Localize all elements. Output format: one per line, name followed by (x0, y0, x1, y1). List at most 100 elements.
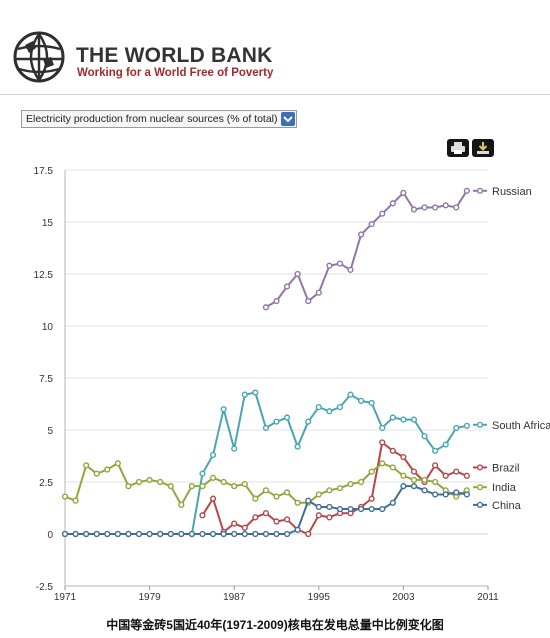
data-point (125, 483, 132, 490)
x-tick-label: 2011 (477, 592, 499, 603)
download-button[interactable] (472, 139, 494, 157)
data-point (135, 530, 143, 538)
data-point (231, 530, 238, 538)
data-point (453, 204, 460, 211)
data-point (72, 530, 79, 538)
data-point (294, 499, 301, 506)
data-point (347, 391, 354, 398)
data-point (421, 204, 428, 211)
data-point (442, 491, 449, 498)
legend-marker (476, 187, 484, 194)
data-point (389, 447, 396, 454)
data-point (157, 478, 164, 486)
data-point (241, 524, 248, 531)
data-point (93, 470, 100, 477)
data-point (61, 530, 69, 538)
data-point (358, 478, 365, 486)
chevron-down-icon[interactable] (281, 112, 295, 126)
data-point (336, 505, 344, 513)
data-point (400, 472, 407, 479)
data-point (83, 462, 90, 469)
data-point (326, 503, 333, 511)
data-point (368, 468, 375, 475)
data-point (135, 478, 143, 486)
y-tick-label: 5 (47, 426, 53, 437)
data-point (209, 495, 217, 502)
data-point (315, 491, 322, 498)
data-point (262, 510, 270, 517)
data-point (389, 414, 396, 421)
series-line (64, 462, 468, 506)
data-point (167, 483, 174, 490)
data-point (326, 262, 333, 269)
legend-item: China (473, 500, 522, 512)
legend-item: Russian (473, 186, 532, 198)
data-point (209, 530, 217, 538)
data-point (379, 424, 386, 432)
data-point (336, 404, 344, 411)
world-bank-globe-logo (13, 31, 65, 83)
data-point (453, 468, 460, 475)
data-point (336, 260, 344, 267)
y-tick-label: -2.5 (36, 582, 54, 593)
data-point (368, 495, 375, 502)
data-point (432, 491, 439, 498)
data-point (252, 530, 259, 538)
data-point (315, 404, 322, 411)
y-tick-label: 2.5 (39, 478, 53, 489)
data-point (358, 505, 365, 513)
data-point (114, 460, 121, 467)
data-point (199, 530, 206, 538)
data-point (410, 416, 418, 423)
legend-label: India (492, 482, 517, 494)
series-russian (262, 187, 470, 311)
data-point (283, 414, 291, 421)
data-point (220, 530, 227, 538)
data-point (432, 462, 439, 469)
print-button[interactable] (447, 139, 469, 157)
data-point (305, 418, 312, 425)
x-tick-label: 1995 (308, 592, 331, 603)
data-point (83, 530, 90, 538)
data-point (273, 530, 280, 538)
data-point (326, 514, 333, 521)
legend-marker (476, 421, 484, 428)
legend-label: Brazil (492, 462, 520, 474)
data-point (273, 518, 280, 525)
data-point (241, 391, 248, 398)
header: THE WORLD BANK Working for a World Free … (0, 0, 550, 92)
x-tick-label: 1987 (223, 592, 246, 603)
data-point (305, 530, 312, 538)
data-point (188, 483, 196, 490)
series-china (61, 483, 470, 538)
data-point (241, 480, 248, 488)
data-point (220, 406, 227, 413)
data-point (389, 499, 396, 506)
data-point (305, 297, 312, 305)
data-point (273, 493, 280, 500)
data-point (442, 202, 449, 209)
data-point (400, 189, 407, 196)
data-point (326, 487, 333, 494)
data-point (262, 487, 270, 494)
data-point (283, 489, 291, 496)
legend-label: China (492, 500, 522, 512)
data-point (432, 447, 439, 454)
data-point (252, 389, 259, 396)
data-point (421, 487, 428, 494)
data-point (410, 206, 418, 213)
data-point (146, 476, 153, 484)
indicator-select[interactable]: Electricity production from nuclear sour… (21, 110, 297, 128)
y-tick-label: 12.5 (34, 270, 54, 281)
data-point (178, 530, 185, 538)
data-point (400, 483, 407, 490)
brand-name: THE WORLD BANK (76, 44, 273, 67)
data-point (283, 516, 291, 523)
legend-label: South Africa (492, 420, 550, 432)
data-point (400, 416, 407, 423)
figure-caption: 中国等金砖5国近40年(1971-2009)核电在发电总量中比例变化图 (106, 618, 444, 632)
y-tick-label: 7.5 (39, 374, 53, 385)
data-point (199, 512, 206, 519)
data-point (358, 397, 365, 404)
data-point (93, 530, 100, 538)
